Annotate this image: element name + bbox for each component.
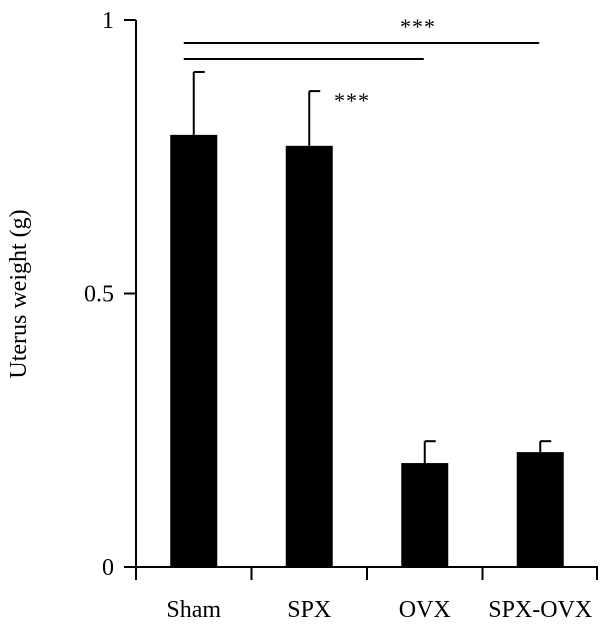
bar-ovx: [401, 463, 449, 567]
x-axis: Sham SPX OVX SPX-OVX: [135, 566, 598, 623]
significance-label: ***: [334, 88, 370, 113]
bar-spx-ovx: [516, 452, 564, 567]
x-category-label: OVX: [399, 597, 451, 623]
significance-annotations: *** ***: [183, 14, 540, 113]
error-bars: [192, 70, 552, 464]
y-tick-label: 0.5: [84, 282, 114, 308]
bar-sham: [170, 134, 218, 567]
bars: [170, 134, 564, 567]
x-category-label: SPX-OVX: [488, 597, 592, 623]
x-category-label: Sham: [166, 597, 221, 623]
y-axis: 00.51: [84, 8, 137, 581]
y-tick-label: 0: [102, 555, 114, 581]
y-tick-label: 1: [102, 8, 114, 34]
bar-spx: [285, 145, 333, 567]
x-category-label: SPX: [287, 597, 331, 623]
significance-label: ***: [400, 14, 436, 39]
y-axis-title: Uterus weight (g): [6, 209, 32, 378]
